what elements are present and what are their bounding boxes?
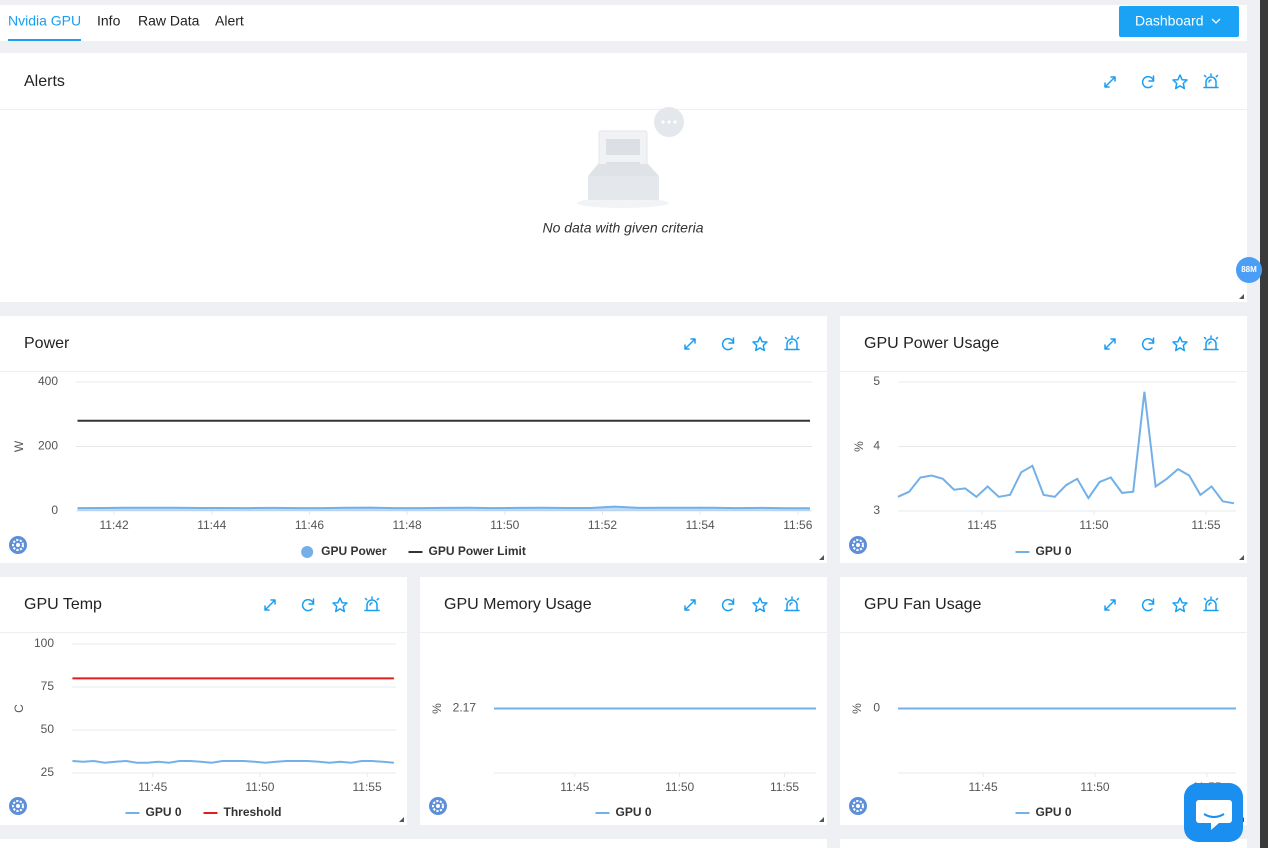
panel-title: GPU Memory Usage (444, 596, 592, 613)
x-tick-label: 11:54 (686, 518, 715, 532)
x-tick-label: 11:55 (1191, 518, 1220, 532)
y-tick-label: 50 (41, 722, 55, 736)
y-tick-label: 100 (34, 636, 54, 650)
x-tick-label: 11:45 (968, 780, 997, 794)
legend: GPU 0 Threshold (125, 805, 282, 819)
legend-label[interactable]: GPU Power (321, 544, 387, 558)
series-line (72, 759, 394, 764)
x-tick-label: 11:48 (393, 518, 422, 532)
x-tick-label: 11:45 (560, 780, 589, 794)
dashboard-button[interactable] (1119, 6, 1239, 37)
badge-label: 88M (1241, 265, 1257, 274)
x-tick-label: 11:50 (1079, 518, 1108, 532)
x-tick-label: 11:44 (197, 518, 226, 532)
legend: GPU 0 (595, 805, 652, 819)
settings-icon[interactable] (848, 535, 868, 555)
y-tick-label: 200 (38, 439, 58, 453)
y-axis-label: W (12, 440, 26, 452)
legend-label[interactable]: Threshold (224, 805, 282, 819)
panel (0, 316, 827, 563)
series-line (77, 505, 810, 510)
panel (420, 577, 827, 825)
x-tick-label: 11:50 (1080, 780, 1109, 794)
y-axis-label: % (430, 703, 444, 714)
y-tick-label: 25 (41, 765, 55, 779)
legend-label[interactable]: GPU 0 (1035, 805, 1071, 819)
legend: GPU 0 (1015, 805, 1072, 819)
y-tick-label: 0 (873, 701, 880, 715)
chat-icon (1196, 800, 1232, 830)
y-axis-label: % (852, 441, 866, 452)
y-tick-label: 400 (38, 374, 58, 388)
x-tick-label: 11:55 (770, 780, 799, 794)
y-tick-label: 3 (873, 503, 880, 517)
y-axis-label: % (850, 703, 864, 714)
x-tick-label: 11:52 (588, 518, 617, 532)
y-tick-label: 75 (41, 679, 55, 693)
legend-label[interactable]: GPU Power Limit (429, 544, 526, 558)
legend-swatch (301, 546, 314, 558)
legend-label[interactable]: GPU 0 (145, 805, 181, 819)
panel-title: GPU Fan Usage (864, 596, 981, 613)
x-tick-label: 11:50 (665, 780, 694, 794)
tab[interactable]: Nvidia GPU (8, 13, 81, 29)
x-tick-label: 11:46 (295, 518, 324, 532)
panel (840, 316, 1247, 563)
panel-title: Alerts (24, 73, 65, 90)
legend-label[interactable]: GPU 0 (1035, 544, 1071, 558)
y-tick-label: 4 (873, 439, 880, 453)
x-tick-label: 11:42 (100, 518, 129, 532)
empty-illustration (577, 107, 684, 208)
legend-label[interactable]: GPU 0 (615, 805, 651, 819)
top-bar (0, 5, 1247, 41)
tab[interactable]: Info (97, 13, 121, 29)
x-tick-label: 11:50 (245, 780, 274, 794)
charts: Power 0 200 400 11:42 11:44 11:46 11:48 11:50 11:… (0, 316, 1247, 825)
x-tick-label: 11:55 (353, 780, 382, 794)
x-tick-label: 11:50 (490, 518, 519, 532)
settings-icon[interactable] (848, 796, 868, 816)
tab[interactable]: Raw Data (138, 13, 200, 29)
settings-icon[interactable] (428, 796, 448, 816)
chat-smile (1203, 813, 1225, 818)
settings-icon[interactable] (8, 535, 28, 555)
chevron (1211, 18, 1221, 24)
panel (840, 577, 1247, 825)
y-tick-label: 5 (873, 374, 880, 388)
panel-stub (0, 839, 827, 848)
tab[interactable]: Alert (215, 13, 244, 29)
empty-text: No data with given criteria (542, 220, 703, 236)
x-tick-label: 11:56 (783, 518, 812, 532)
y-axis-label: C (12, 704, 26, 713)
dashboard-button-label[interactable]: Dashboard (1135, 13, 1204, 29)
badge[interactable] (1236, 257, 1262, 283)
y-tick-label: 2.17 (453, 701, 477, 715)
y-tick-label: 0 (51, 503, 58, 517)
settings-icon[interactable] (8, 796, 28, 816)
scrollbar (1260, 0, 1268, 848)
legend: GPU Power GPU Power Limit (301, 544, 526, 558)
x-tick-label: 11:45 (138, 780, 167, 794)
panel-title: GPU Power Usage (864, 335, 999, 352)
panel (0, 577, 407, 825)
x-tick-label: 11:45 (967, 518, 996, 532)
panel-title: Power (24, 335, 70, 352)
series-line (897, 391, 1235, 505)
panel-stub (840, 839, 1247, 848)
panel-title: GPU Temp (24, 596, 102, 613)
tab-underline (8, 39, 81, 41)
legend: GPU 0 (1015, 544, 1072, 558)
